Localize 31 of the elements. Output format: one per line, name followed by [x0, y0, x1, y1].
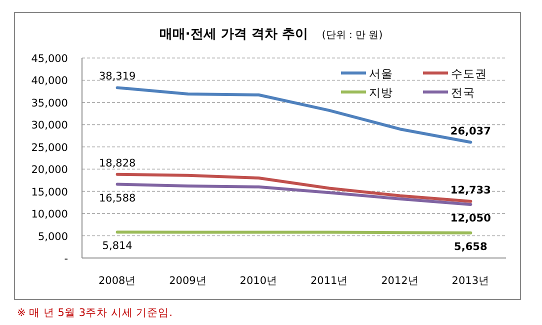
legend-label: 서울: [369, 66, 393, 80]
x-tick-label: 2008년: [98, 275, 136, 287]
y-tick-label: 30,000: [31, 120, 68, 132]
data-label: 26,037: [450, 125, 491, 138]
x-tick-label: 2012년: [381, 275, 419, 287]
legend-label: 지방: [369, 86, 393, 100]
chart-title: 매매·전세 가격 격차 추이: [159, 27, 308, 42]
y-tick-label: 45,000: [31, 53, 68, 65]
legend-label: 전국: [451, 86, 475, 100]
data-label: 5,814: [102, 240, 133, 252]
x-tick-label: 2009년: [169, 275, 207, 287]
data-label: 12,050: [450, 212, 491, 224]
y-tick-label: -: [64, 253, 68, 265]
data-label: 38,319: [98, 70, 136, 83]
data-label: 18,828: [98, 157, 136, 170]
y-tick-label: 20,000: [31, 164, 68, 176]
data-label: 16,588: [98, 192, 136, 204]
y-tick-label: 40,000: [31, 75, 68, 88]
data-label: 5,658: [454, 240, 488, 253]
y-tick-label: 25,000: [31, 142, 68, 154]
y-tick-label: 35,000: [31, 97, 68, 110]
x-tick-label: 2011년: [310, 275, 348, 287]
legend-label: 수도권: [451, 66, 487, 80]
data-label: 12,733: [450, 184, 491, 196]
x-tick-label: 2013년: [452, 275, 490, 287]
x-tick-label: 2010년: [240, 275, 278, 287]
y-tick-label: 10,000: [31, 208, 68, 221]
text: ※ 매 년 5월 3주차 시세 기준임.: [17, 307, 173, 319]
y-tick-label: 15,000: [31, 186, 68, 198]
chart-subtitle: (단위 : 만 원): [322, 30, 383, 41]
y-tick-label: 5,000: [38, 230, 68, 243]
